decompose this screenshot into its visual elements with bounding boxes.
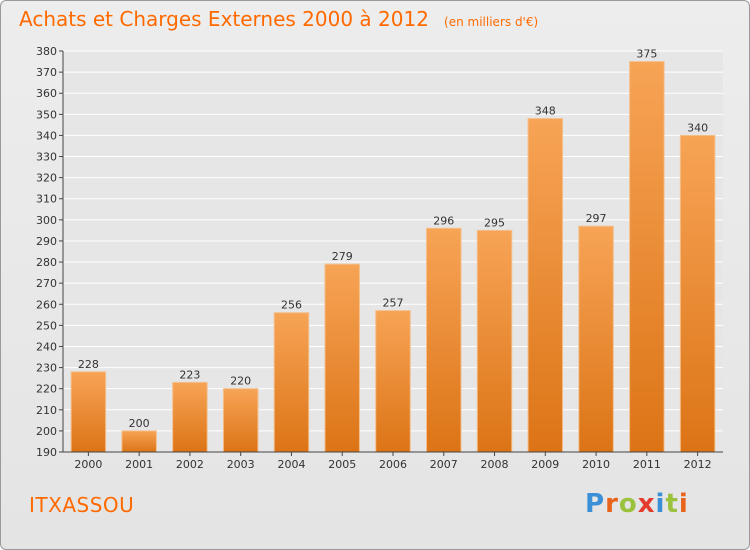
y-tick-label: 230 <box>36 362 57 375</box>
y-tick-label: 240 <box>36 340 57 353</box>
bar-2008 <box>476 229 513 453</box>
bar-2007 <box>426 227 462 453</box>
bar-2011 <box>629 61 665 453</box>
axes: 190 200 210 220 230 240 250 260 270 280 290 300 310 3… <box>36 45 723 471</box>
proxiti-logo: Proxiti <box>585 489 689 519</box>
logo-letter: t <box>665 489 679 519</box>
x-tick-label: 2012 <box>684 458 712 471</box>
data-label: 256 <box>281 299 302 312</box>
data-label: 297 <box>586 212 607 225</box>
bar-2004 <box>273 312 310 453</box>
bar-2003 <box>222 388 259 453</box>
y-tick-label: 190 <box>36 446 57 459</box>
title-row: Achats et Charges Externes 2000 à 2012 (… <box>19 7 538 31</box>
y-tick-label: 200 <box>36 425 57 438</box>
y-tick-label: 220 <box>36 383 57 396</box>
x-tick-label: 2011 <box>633 458 661 471</box>
bars: 228 200 223 220 256 279 257 296 295 348 297 375 340 <box>70 48 716 453</box>
y-tick-label: 370 <box>36 66 57 79</box>
bar-2012 <box>679 134 716 453</box>
y-tick-label: 270 <box>36 277 57 290</box>
y-tick-label: 250 <box>36 319 57 332</box>
logo-letter: r <box>605 489 619 519</box>
x-tick-label: 2007 <box>430 458 458 471</box>
data-label: 200 <box>129 417 150 430</box>
y-tick-label: 300 <box>36 214 57 227</box>
bar-2001 <box>121 430 157 453</box>
bar-2000 <box>70 371 107 453</box>
data-label: 279 <box>332 250 353 263</box>
data-label: 348 <box>535 105 556 118</box>
logo-letter: i <box>655 489 666 519</box>
data-label: 340 <box>687 121 708 134</box>
bar-2009 <box>527 118 564 453</box>
y-tick-label: 260 <box>36 298 57 311</box>
x-tick-label: 2009 <box>531 458 559 471</box>
commune-name: ITXASSOU <box>29 493 135 517</box>
data-label: 223 <box>179 368 200 381</box>
bar-2002 <box>172 381 208 453</box>
y-tick-label: 280 <box>36 256 57 269</box>
y-tick-label: 360 <box>36 87 57 100</box>
logo-letter: x <box>637 489 656 519</box>
bar-2006 <box>375 310 411 453</box>
y-tick-label: 210 <box>36 404 57 417</box>
logo-letter: i <box>678 489 689 519</box>
data-label: 296 <box>433 214 454 227</box>
y-tick-label: 330 <box>36 151 57 164</box>
x-tick-label: 2003 <box>227 458 255 471</box>
x-tick-label: 2004 <box>277 458 305 471</box>
chart-title: Achats et Charges Externes 2000 à 2012 <box>19 7 429 31</box>
y-tick-label: 380 <box>36 45 57 58</box>
y-tick-label: 340 <box>36 129 57 142</box>
logo-letter: P <box>585 489 606 519</box>
x-tick-label: 2008 <box>481 458 509 471</box>
x-tick-label: 2002 <box>176 458 204 471</box>
logo-letter: o <box>618 489 638 519</box>
bar-2010 <box>578 225 614 453</box>
bar-2005 <box>324 263 360 453</box>
x-tick-label: 2010 <box>582 458 610 471</box>
chart-subtitle: (en milliers d'€) <box>444 15 539 29</box>
y-tick-label: 320 <box>36 172 57 185</box>
y-tick-label: 310 <box>36 193 57 206</box>
x-tick-label: 2001 <box>125 458 153 471</box>
data-label: 220 <box>230 375 251 388</box>
x-tick-label: 2000 <box>74 458 102 471</box>
x-tick-label: 2006 <box>379 458 407 471</box>
data-label: 257 <box>383 297 404 310</box>
data-label: 228 <box>78 358 99 371</box>
data-label: 295 <box>484 216 505 229</box>
y-tick-label: 350 <box>36 108 57 121</box>
y-tick-label: 290 <box>36 235 57 248</box>
data-label: 375 <box>636 48 657 61</box>
x-tick-label: 2005 <box>328 458 356 471</box>
